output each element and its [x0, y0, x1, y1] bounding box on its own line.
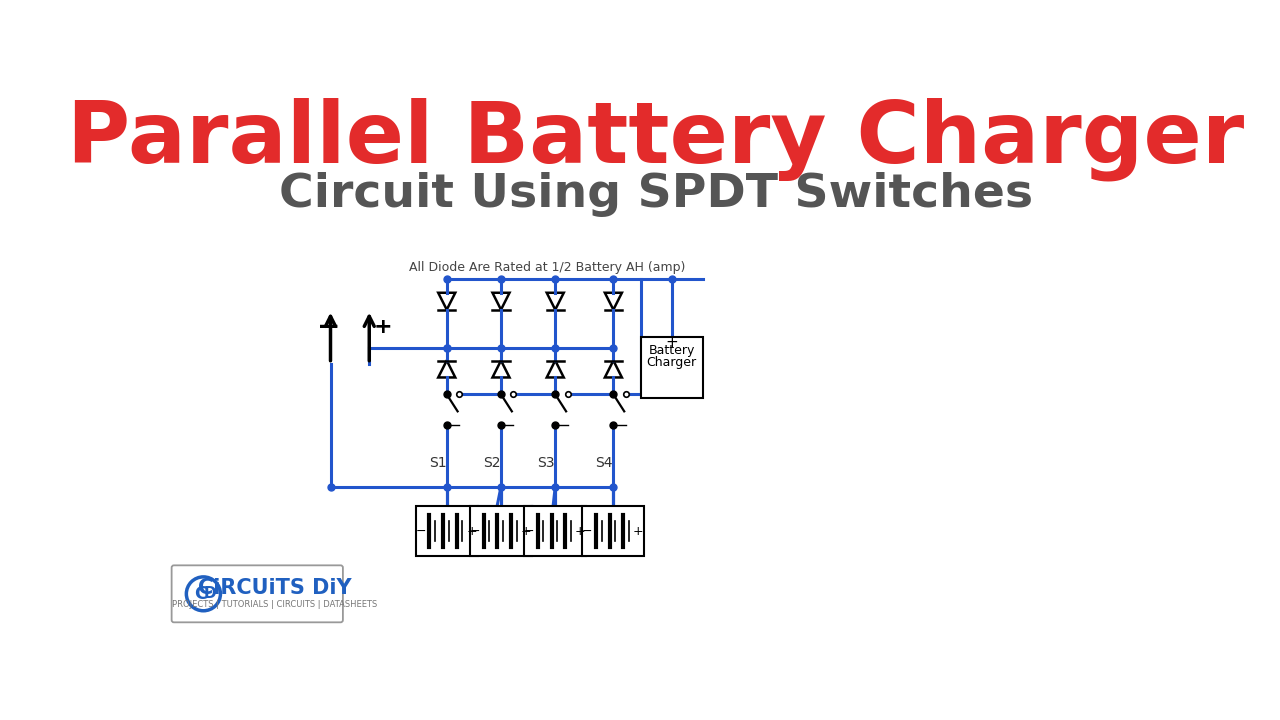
- Text: Parallel Battery Charger: Parallel Battery Charger: [68, 97, 1244, 181]
- Text: +: +: [466, 525, 477, 538]
- Text: Circuit Using SPDT Switches: Circuit Using SPDT Switches: [279, 171, 1033, 217]
- Bar: [470, 506, 532, 556]
- Bar: [525, 506, 586, 556]
- Text: All Diode Are Rated at 1/2 Battery AH (amp): All Diode Are Rated at 1/2 Battery AH (a…: [410, 261, 686, 274]
- Text: +: +: [374, 317, 393, 337]
- Text: −: −: [316, 312, 339, 341]
- Text: S2: S2: [483, 456, 500, 470]
- Text: Battery: Battery: [648, 344, 695, 357]
- Text: Charger: Charger: [646, 356, 696, 369]
- Text: +: +: [632, 525, 644, 538]
- Bar: [416, 506, 477, 556]
- FancyBboxPatch shape: [172, 565, 343, 622]
- Text: S1: S1: [429, 456, 447, 470]
- Text: −: −: [582, 525, 593, 538]
- Text: S4: S4: [595, 456, 613, 470]
- Text: +: +: [521, 525, 531, 538]
- Text: +: +: [575, 525, 585, 538]
- Text: −: −: [416, 525, 426, 538]
- Text: CiRCUiTS DiY: CiRCUiTS DiY: [198, 577, 352, 598]
- Text: D: D: [204, 586, 216, 601]
- Text: +: +: [666, 336, 678, 351]
- Text: C: C: [195, 585, 207, 603]
- Text: S3: S3: [538, 456, 554, 470]
- Bar: [640, 337, 703, 398]
- Text: −: −: [524, 525, 535, 538]
- Text: −: −: [470, 525, 480, 538]
- Bar: [582, 506, 644, 556]
- Text: PROJECTS | TUTORIALS | CIRCUITS | DATASHEETS: PROJECTS | TUTORIALS | CIRCUITS | DATASH…: [172, 600, 378, 609]
